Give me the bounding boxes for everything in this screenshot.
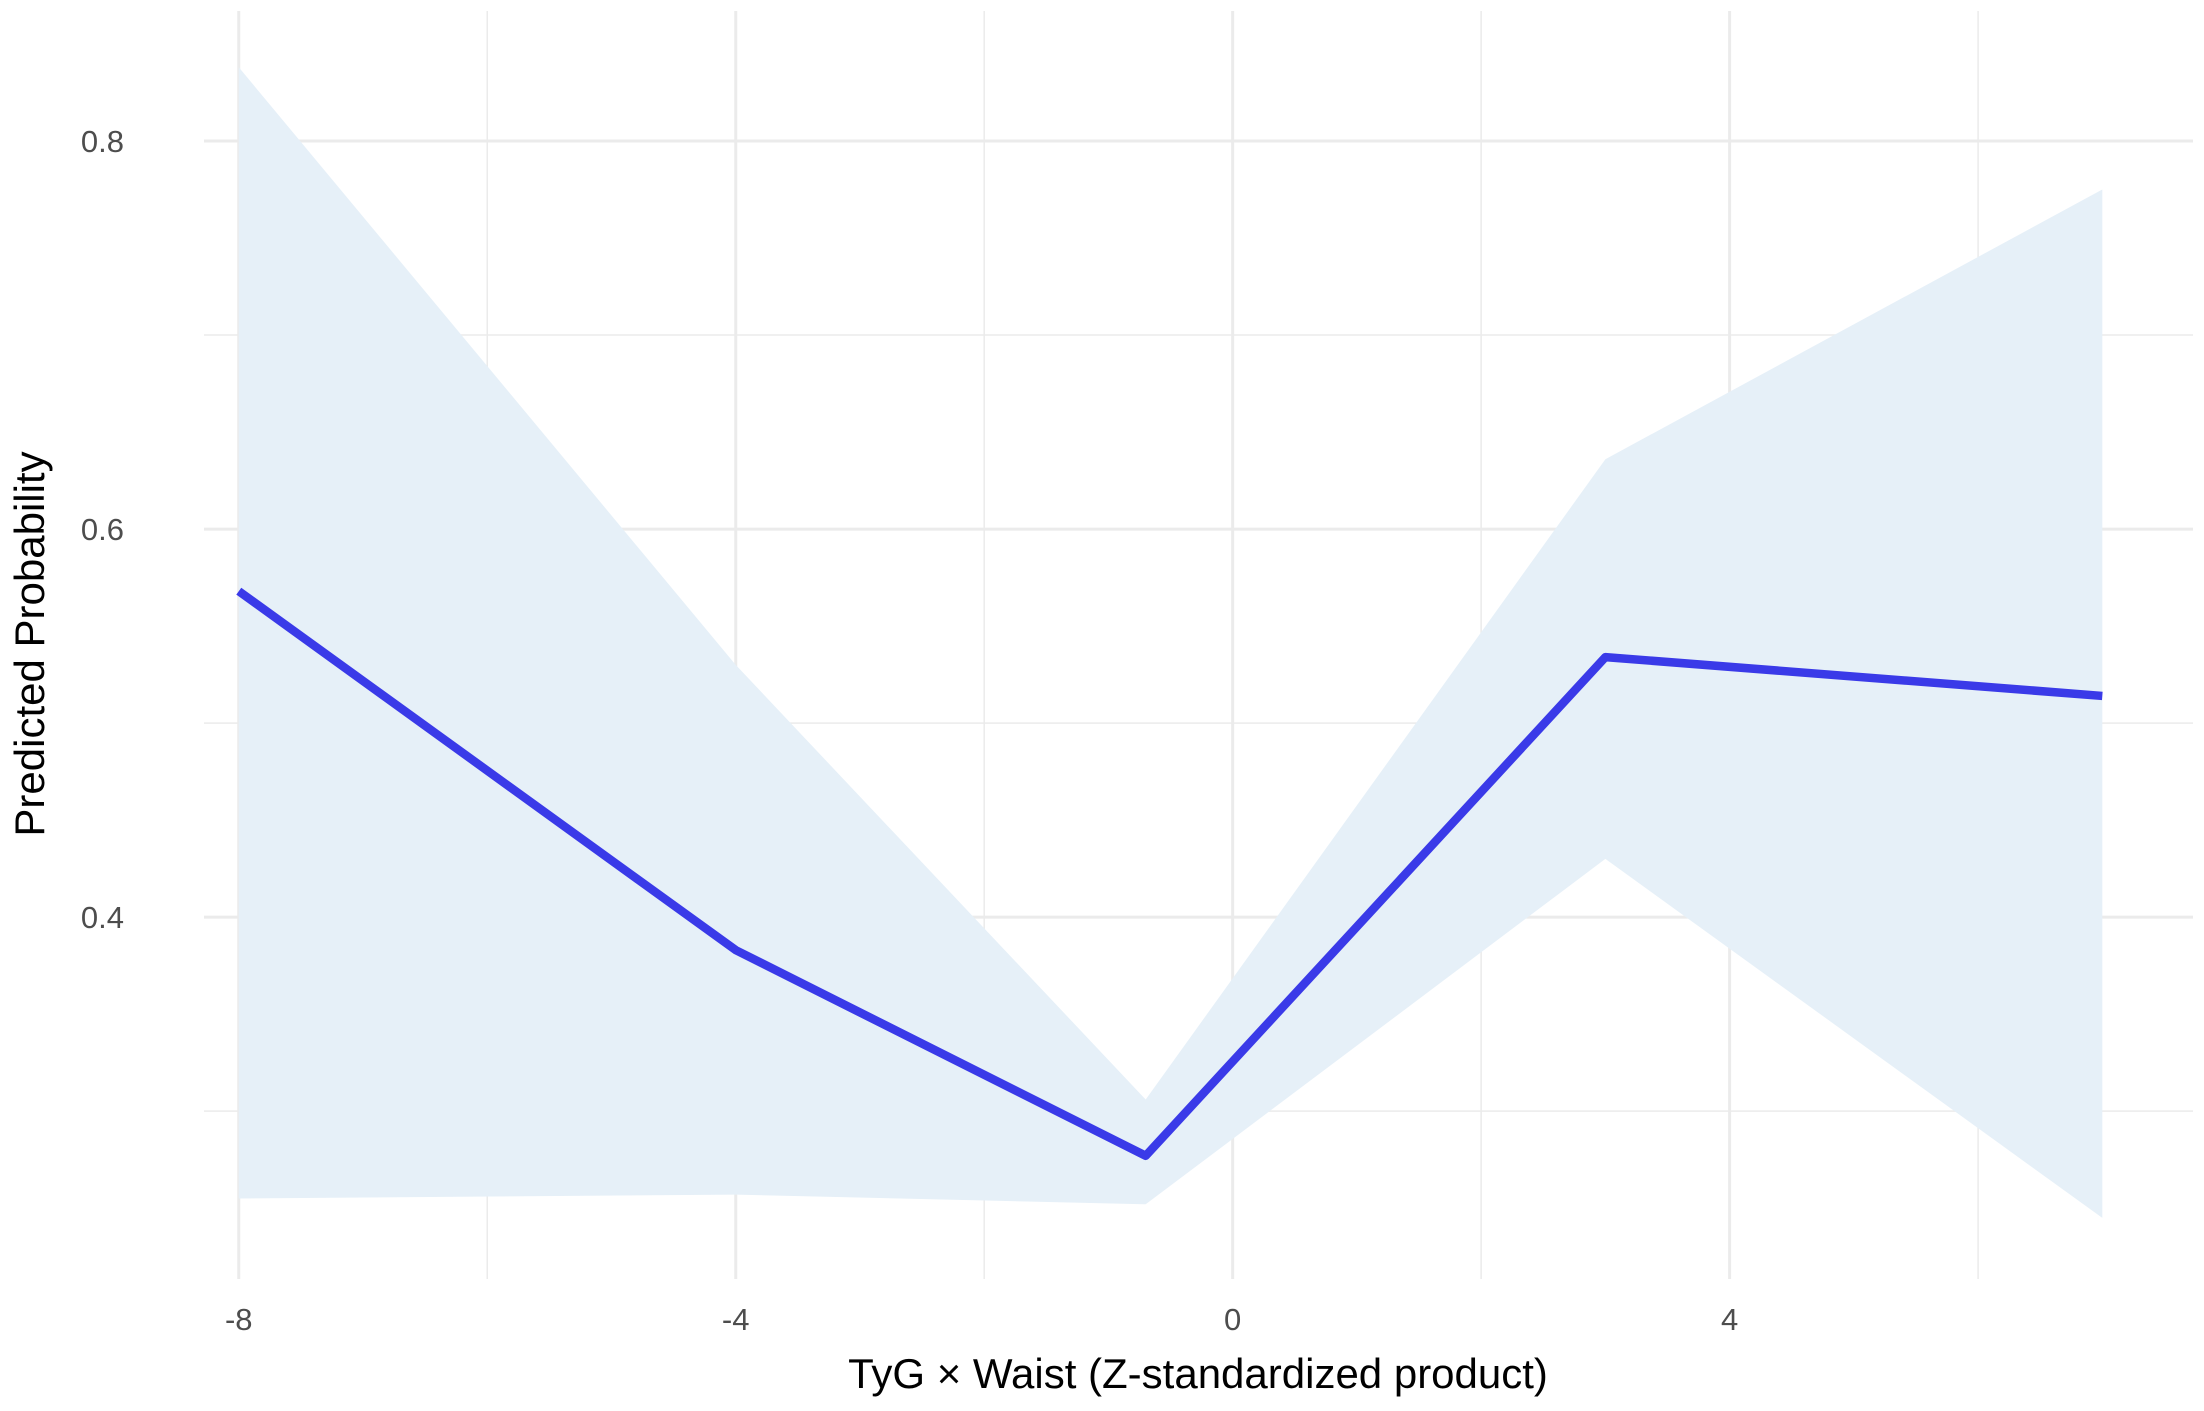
x-tick-label: -4 bbox=[722, 1302, 750, 1337]
line bbox=[236, 587, 2103, 1161]
y-tick-label: 0.4 bbox=[81, 900, 124, 935]
y-tick-label: 0.6 bbox=[81, 512, 124, 547]
x-tick-label: -8 bbox=[225, 1302, 253, 1337]
x-axis-title: TyG × Waist (Z-standardized product) bbox=[848, 1350, 1548, 1397]
confidence-band bbox=[238, 67, 2103, 1218]
x-tick-label: 4 bbox=[1721, 1302, 1738, 1337]
y-tick-label: 0.8 bbox=[81, 124, 124, 159]
x-tick-label: 0 bbox=[1224, 1302, 1241, 1337]
y-axis-title: Predicted Probability bbox=[6, 451, 53, 836]
